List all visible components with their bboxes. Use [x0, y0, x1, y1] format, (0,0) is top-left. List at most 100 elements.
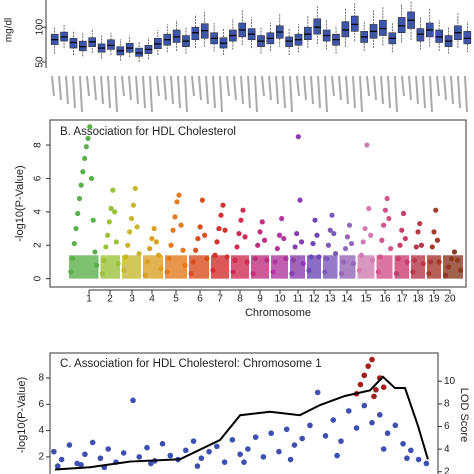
snp-point: [88, 175, 95, 182]
snp-point: [73, 225, 79, 232]
snp-point: [340, 259, 347, 265]
snp-point: [194, 463, 201, 469]
snp-point: [51, 448, 57, 455]
snp-point: [369, 356, 375, 363]
snp-point: [240, 207, 246, 213]
snp-point: [80, 169, 86, 175]
y-tick-label: 8: [38, 373, 44, 384]
box: [463, 31, 472, 45]
label-glyph: [429, 75, 433, 113]
plot-frame: [49, 352, 439, 474]
snp-point: [348, 240, 355, 247]
snp-point: [144, 259, 150, 265]
chromosome-base: [307, 255, 321, 279]
label-glyph: [205, 75, 209, 105]
label-glyph: [149, 75, 153, 113]
snp-point: [113, 239, 119, 245]
label-glyph: [198, 75, 202, 101]
snp-point: [94, 262, 100, 268]
snp-point: [252, 256, 259, 262]
label-glyph: [170, 75, 174, 105]
snp-point: [408, 447, 414, 454]
label-glyph: [128, 75, 132, 101]
snp-point: [195, 235, 201, 242]
label-glyph: [163, 75, 167, 101]
snp-point: [451, 249, 458, 255]
snp-point: [362, 225, 368, 232]
panel-b: B. Association for HDL Cholesterol 0 2 4 6 8 -…: [14, 119, 467, 319]
snp-point: [272, 259, 278, 265]
x-tick-label: 1: [86, 294, 92, 305]
label-glyph: [100, 75, 104, 105]
plot-area: [51, 356, 430, 471]
x-tick-label: 14: [341, 294, 353, 305]
snp-point: [206, 448, 212, 455]
label-glyph: [268, 75, 272, 101]
snp-point: [342, 245, 349, 252]
snp-point: [101, 257, 107, 263]
snp-point: [83, 144, 89, 150]
label-glyph: [436, 75, 440, 97]
snp-point: [325, 242, 332, 248]
snp-point: [386, 215, 392, 222]
snp-point: [252, 434, 259, 440]
snp-point: [261, 237, 268, 243]
label-glyph: [156, 75, 160, 97]
snp-point: [216, 225, 222, 232]
y2-axis-label: LOD Score: [458, 388, 470, 442]
snp-point: [250, 271, 256, 277]
snp-point: [224, 254, 230, 260]
snp-point: [153, 239, 159, 245]
lod-line: [54, 375, 429, 471]
snp-point: [148, 460, 154, 467]
label-glyph: [450, 75, 454, 105]
label-glyph: [93, 75, 97, 101]
snp-point: [244, 259, 250, 265]
x-tick-label: 8: [237, 294, 243, 305]
snp-point: [368, 232, 374, 238]
snp-point: [112, 209, 118, 215]
snp-point: [202, 232, 208, 238]
box: [304, 26, 312, 40]
snp-point: [92, 249, 98, 255]
snp-point: [242, 234, 248, 240]
y-tick-label: 10: [444, 376, 456, 387]
y-axis-label: mg/dl: [4, 18, 15, 42]
snp-point: [170, 227, 176, 233]
label-glyph: [51, 75, 55, 97]
label-glyph: [240, 75, 244, 105]
box: [416, 28, 425, 42]
snp-point: [299, 435, 306, 442]
box: [313, 18, 322, 35]
snp-point: [369, 419, 375, 426]
snp-point: [344, 234, 351, 240]
y-tick-label: 4: [444, 444, 450, 455]
box: [107, 39, 115, 50]
snp-point: [149, 235, 155, 242]
label-glyph: [296, 75, 300, 97]
box: [350, 15, 359, 32]
panel-title: C. Association for HDL Cholesterol: Chro…: [60, 358, 322, 370]
snp-point: [76, 195, 83, 202]
snp-point: [120, 450, 127, 456]
snp-point: [366, 205, 372, 212]
snp-point: [433, 207, 439, 213]
snp-point: [75, 210, 81, 217]
snp-point: [199, 197, 205, 203]
snp-point: [229, 437, 236, 443]
snp-point: [388, 245, 394, 252]
snp-point: [241, 459, 247, 465]
label-glyph: [464, 75, 468, 113]
snp-point: [232, 257, 238, 263]
snp-point: [404, 259, 410, 265]
snp-point: [178, 222, 184, 228]
snp-point: [399, 227, 405, 233]
snp-point: [268, 430, 274, 437]
label-glyph: [422, 75, 426, 109]
x-tick-label: 3: [129, 294, 135, 305]
snp-point: [415, 456, 422, 463]
snp-point: [176, 192, 182, 198]
snp-point: [384, 430, 391, 437]
snp-point: [361, 372, 368, 379]
label-glyph: [184, 75, 188, 113]
